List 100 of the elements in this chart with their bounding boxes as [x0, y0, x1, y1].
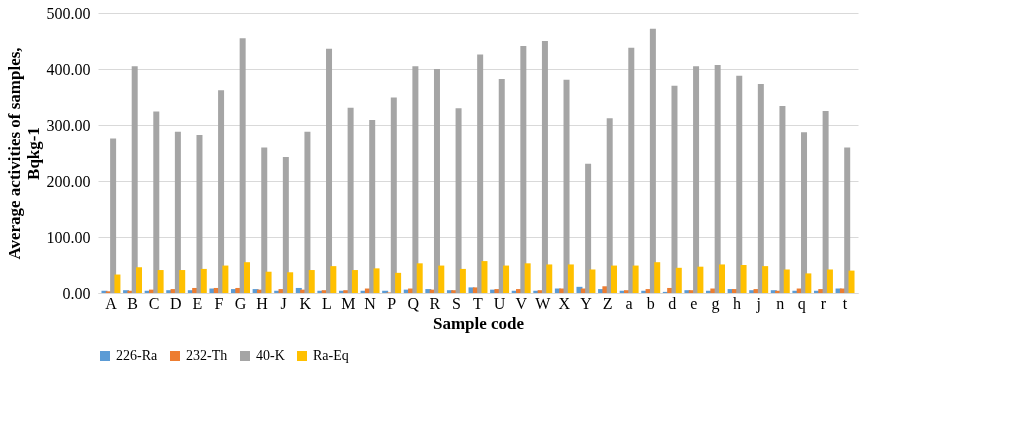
bar: [783, 269, 790, 293]
x-tick-label: g: [711, 294, 720, 313]
x-tick-label: X: [558, 294, 571, 312]
y-axis-title: Average activities of samples, Bqkg-1: [4, 47, 43, 260]
bar: [131, 66, 138, 293]
bar: [261, 147, 268, 293]
bar: [606, 118, 613, 293]
legend-label: Ra-Eq: [313, 348, 349, 363]
bar: [541, 41, 548, 293]
bar: [239, 38, 246, 293]
bar: [304, 131, 311, 293]
bar: [369, 119, 376, 293]
bar: [196, 135, 203, 293]
bar: [740, 265, 747, 293]
y-tick-label: 200.00: [46, 172, 91, 190]
bar: [373, 268, 380, 293]
bar: [503, 265, 510, 293]
x-tick-label: n: [776, 294, 785, 312]
bar: [697, 266, 704, 293]
x-tick-label: q: [797, 294, 806, 313]
bar: [153, 111, 160, 293]
bar: [524, 263, 531, 293]
bar: [520, 46, 527, 293]
x-tick-label: E: [192, 294, 203, 312]
x-tick-label: K: [299, 294, 312, 312]
bar: [136, 267, 143, 293]
x-tick-label: C: [148, 294, 160, 312]
bar: [455, 108, 462, 293]
x-tick-label: a: [625, 294, 633, 312]
bar: [114, 274, 121, 293]
y-tick-label: 100.00: [46, 228, 91, 246]
y-tick-label: 300.00: [46, 116, 91, 134]
x-tick-label: F: [214, 294, 224, 312]
x-tick-label: L: [321, 294, 332, 312]
bar: [416, 263, 423, 293]
x-tick-label: B: [127, 294, 138, 312]
bar: [330, 266, 337, 293]
bar: [243, 262, 250, 293]
bar: [218, 90, 225, 293]
bar: [282, 156, 289, 293]
legend-label: 232-Th: [186, 348, 228, 363]
x-tick-label: W: [535, 294, 552, 312]
bar: [567, 264, 574, 293]
bar: [438, 265, 445, 293]
bar: [736, 75, 743, 293]
bar: [326, 48, 333, 293]
bar: [671, 85, 678, 293]
bar: [654, 262, 661, 293]
x-tick-label: Z: [602, 294, 613, 312]
x-tick-label: h: [733, 294, 742, 312]
bar: [459, 268, 466, 293]
x-tick-label: R: [429, 294, 441, 312]
bar: [762, 266, 769, 293]
x-tick-label: P: [387, 294, 397, 312]
bar: [412, 66, 419, 293]
bar: [157, 270, 164, 293]
x-tick-label: Y: [580, 294, 593, 312]
bar: [433, 69, 440, 293]
x-tick-label: V: [515, 294, 528, 312]
bar: [265, 271, 272, 293]
bar: [287, 272, 294, 293]
x-tick-label: j: [755, 294, 761, 313]
y-tick-label: 500.00: [46, 4, 91, 22]
bar: [351, 270, 358, 293]
x-tick-label: Q: [407, 294, 420, 312]
bar: [174, 131, 181, 293]
bar: [200, 268, 207, 293]
bar: [649, 28, 656, 293]
bar: [390, 97, 397, 293]
bar: [757, 84, 764, 293]
x-tick-label: J: [280, 294, 287, 312]
bar: [395, 272, 402, 293]
x-tick-label: U: [493, 294, 506, 312]
bar: [308, 270, 315, 293]
x-tick-label: r: [820, 294, 827, 312]
x-tick-label: G: [234, 294, 247, 312]
bar: [826, 269, 833, 293]
bar: [718, 264, 725, 293]
bar: [801, 132, 808, 293]
bar: [589, 269, 596, 293]
bar: [848, 270, 855, 293]
bar: [714, 65, 721, 293]
bar: [481, 261, 488, 293]
bar: [805, 273, 812, 293]
bar: [477, 54, 484, 293]
legend-label: 226-Ra: [116, 348, 158, 363]
bar: [498, 79, 505, 293]
x-tick-label: S: [451, 294, 461, 312]
bar: [347, 107, 354, 293]
x-tick-label: M: [341, 294, 356, 312]
x-tick-label: N: [364, 294, 377, 312]
bar: [546, 264, 553, 293]
x-tick-label: T: [473, 294, 484, 312]
bar: [779, 105, 786, 293]
y-tick-label: 400.00: [46, 60, 91, 78]
bar: [675, 267, 682, 293]
legend-label: 40-K: [256, 348, 285, 363]
bar: [179, 270, 186, 293]
y-tick-label: 0.00: [62, 284, 91, 302]
x-tick-label: d: [668, 294, 677, 312]
